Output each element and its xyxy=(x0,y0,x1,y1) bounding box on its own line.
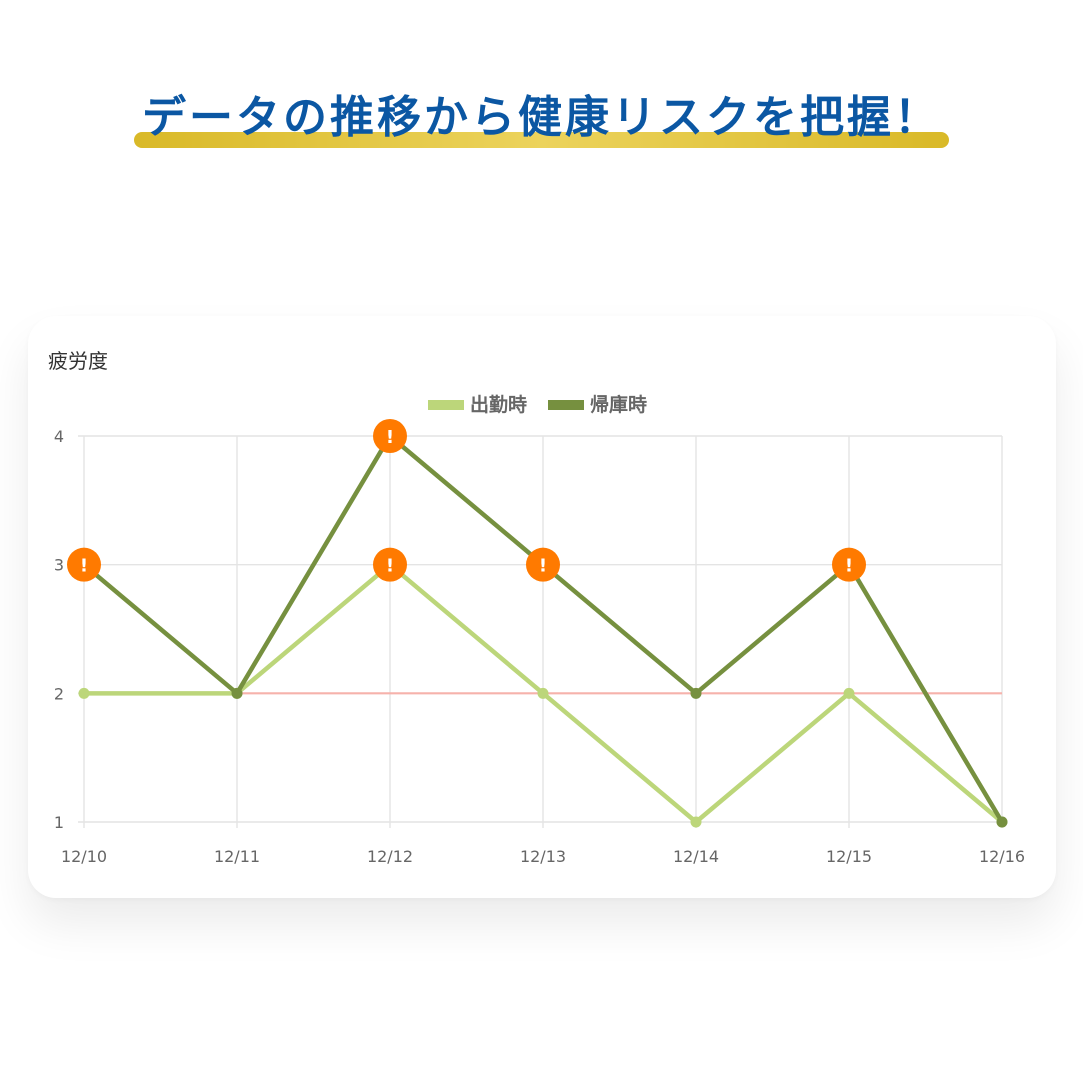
warning-marker: ! xyxy=(373,547,407,582)
exclamation-glyph: ! xyxy=(386,556,394,577)
headline-underline xyxy=(134,132,949,148)
exclamation-glyph: ! xyxy=(845,556,853,577)
x-tick-label: 12/15 xyxy=(826,847,872,866)
data-point xyxy=(843,687,855,699)
warning-marker: ! xyxy=(67,547,101,582)
y-tick-label: 1 xyxy=(54,813,64,832)
x-tick-label: 12/16 xyxy=(979,847,1025,866)
exclamation-glyph: ! xyxy=(80,556,88,577)
exclamation-icon xyxy=(67,547,101,582)
exclamation-glyph: ! xyxy=(539,556,547,577)
y-axis-title: 疲労度 xyxy=(48,349,108,373)
x-tick-label: 12/14 xyxy=(673,847,719,866)
fatigue-line-chart: 疲労度 出勤時 帰庫時 12/10 12/11 12/12 12/13 12/14 12/1… xyxy=(48,349,1025,866)
x-tick-label: 12/10 xyxy=(61,847,107,866)
exclamation-icon xyxy=(373,419,407,453)
legend-swatch xyxy=(428,400,464,410)
axes: 12/10 12/11 12/12 12/13 12/14 12/15 12/16 1 2 3 4 xyxy=(54,427,1025,866)
x-tick-label: 12/13 xyxy=(520,847,566,866)
legend: 出勤時 帰庫時 xyxy=(428,393,647,416)
data-point xyxy=(996,816,1008,828)
legend-swatch xyxy=(548,400,584,410)
x-tick-label: 12/12 xyxy=(367,847,413,866)
warning-marker: ! xyxy=(832,547,866,582)
chart-card: 疲労度 出勤時 帰庫時 12/10 12/11 12/12 12/13 12/14 12/1… xyxy=(28,316,1056,898)
data-point xyxy=(537,687,549,699)
grid xyxy=(78,435,1003,828)
x-tick-label: 12/11 xyxy=(214,847,260,866)
headline-text: データの推移から健康リスクを把握！ xyxy=(142,92,941,143)
exclamation-glyph: ! xyxy=(386,427,394,448)
exclamation-icon xyxy=(526,547,560,582)
data-point xyxy=(690,687,702,699)
exclamation-icon xyxy=(832,547,866,582)
y-tick-label: 2 xyxy=(54,684,64,703)
data-point xyxy=(231,687,243,699)
warning-markers: !!!!! xyxy=(67,419,866,582)
data-point xyxy=(690,816,702,828)
exclamation-icon xyxy=(373,547,407,582)
legend-label: 出勤時 xyxy=(470,393,527,416)
warning-marker: ! xyxy=(373,419,407,453)
legend-item: 出勤時 xyxy=(428,393,527,416)
legend-item: 帰庫時 xyxy=(548,393,647,416)
y-tick-label: 3 xyxy=(54,556,64,575)
y-tick-label: 4 xyxy=(54,427,64,446)
data-point xyxy=(78,687,90,699)
legend-label: 帰庫時 xyxy=(590,393,647,416)
warning-marker: ! xyxy=(526,547,560,582)
headline: データの推移から健康リスクを把握！ xyxy=(0,86,1083,150)
headline-container: データの推移から健康リスクを把握！ xyxy=(134,86,949,150)
